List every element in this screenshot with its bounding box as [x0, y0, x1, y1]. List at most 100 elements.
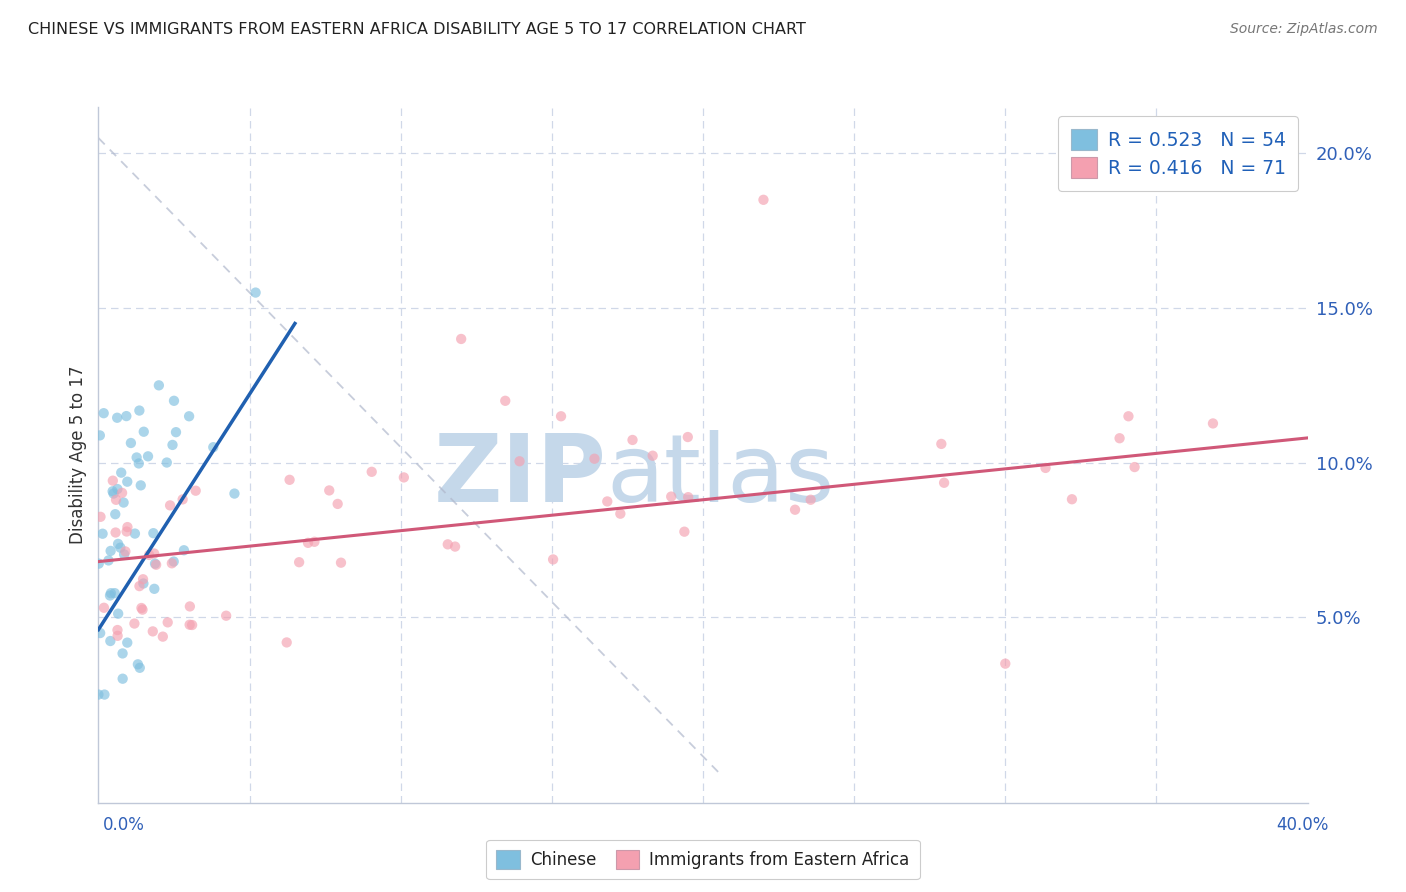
Point [436, 537, 458, 551]
Point [1108, 431, 1130, 445]
Text: atlas: atlas [606, 430, 835, 522]
Point [127, 657, 149, 672]
Point [297, 536, 319, 550]
Text: 40.0%: 40.0% [1277, 816, 1329, 834]
Point [131, 602, 153, 616]
Point [98, 589, 121, 603]
Point [143, 557, 166, 571]
Point [145, 558, 167, 572]
Point [124, 616, 146, 631]
Point [1202, 417, 1225, 431]
Point [101, 484, 124, 499]
Point [541, 552, 564, 566]
Point [148, 378, 170, 392]
Point [114, 544, 136, 558]
Point [87, 557, 110, 571]
Point [125, 450, 148, 465]
Point [128, 661, 150, 675]
Point [100, 586, 122, 600]
Point [304, 534, 326, 549]
Point [105, 410, 128, 425]
Point [111, 647, 134, 661]
Point [93, 406, 115, 420]
Text: ZIP: ZIP [433, 430, 606, 522]
Point [659, 490, 682, 504]
Point [110, 466, 132, 480]
Point [103, 486, 125, 500]
Point [641, 449, 664, 463]
Point [596, 494, 619, 508]
Point [97, 553, 120, 567]
Point [132, 425, 155, 439]
Point [179, 409, 201, 424]
Point [120, 436, 142, 450]
Point [93, 688, 115, 702]
Point [112, 548, 135, 562]
Point [117, 520, 139, 534]
Point [128, 579, 150, 593]
Point [326, 497, 349, 511]
Point [107, 629, 129, 643]
Point [450, 332, 472, 346]
Point [1060, 492, 1083, 507]
Point [494, 393, 516, 408]
Point [276, 635, 298, 649]
Point [107, 623, 129, 637]
Legend: R = 0.523   N = 54, R = 0.416   N = 71: R = 0.523 N = 54, R = 0.416 N = 71 [1059, 117, 1298, 191]
Point [202, 440, 225, 454]
Point [142, 624, 165, 639]
Point [163, 555, 186, 569]
Point [128, 403, 150, 417]
Point [163, 393, 186, 408]
Point [107, 607, 129, 621]
Point [288, 555, 311, 569]
Point [550, 409, 572, 424]
Point [179, 617, 201, 632]
Point [107, 537, 129, 551]
Point [245, 285, 267, 300]
Point [156, 456, 179, 470]
Point [360, 465, 382, 479]
Point [104, 507, 127, 521]
Point [142, 526, 165, 541]
Point [994, 657, 1017, 671]
Point [752, 193, 775, 207]
Point [104, 525, 127, 540]
Point [138, 548, 160, 562]
Point [162, 438, 184, 452]
Point [278, 473, 301, 487]
Point [932, 475, 955, 490]
Point [184, 483, 207, 498]
Point [156, 615, 179, 630]
Point [132, 576, 155, 591]
Point [173, 543, 195, 558]
Point [111, 672, 134, 686]
Point [107, 482, 129, 496]
Point [160, 557, 183, 571]
Point [621, 433, 644, 447]
Point [111, 486, 134, 500]
Point [152, 630, 174, 644]
Point [1118, 409, 1140, 424]
Point [165, 425, 187, 439]
Text: CHINESE VS IMMIGRANTS FROM EASTERN AFRICA DISABILITY AGE 5 TO 17 CORRELATION CHA: CHINESE VS IMMIGRANTS FROM EASTERN AFRIC… [28, 22, 806, 37]
Point [115, 524, 138, 539]
Point [105, 492, 128, 507]
Point [91, 526, 114, 541]
Point [110, 541, 132, 555]
Point [330, 556, 353, 570]
Point [444, 540, 467, 554]
Point [93, 600, 115, 615]
Point [509, 454, 531, 468]
Y-axis label: Disability Age 5 to 17: Disability Age 5 to 17 [69, 366, 87, 544]
Point [87, 688, 110, 702]
Point [131, 601, 153, 615]
Point [583, 451, 606, 466]
Point [676, 490, 699, 504]
Point [132, 572, 155, 586]
Point [89, 626, 111, 640]
Point [215, 608, 238, 623]
Point [676, 430, 699, 444]
Point [115, 409, 138, 423]
Point [800, 492, 823, 507]
